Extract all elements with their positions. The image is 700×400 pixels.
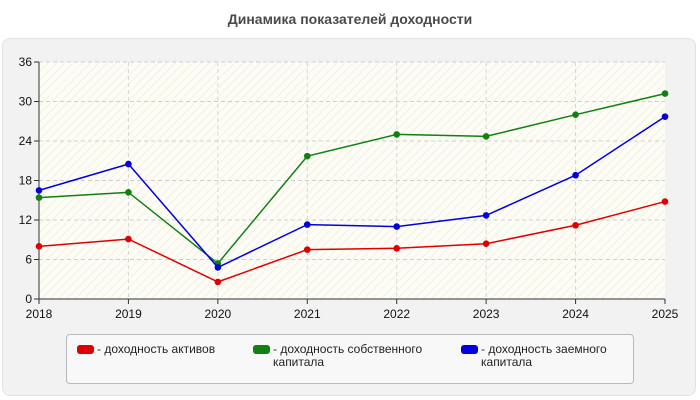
data-point-s2-2025 xyxy=(661,113,669,120)
y-tick-label: 6 xyxy=(25,253,32,267)
y-tick-label: 24 xyxy=(19,134,33,148)
legend-label-assets: - доходность активов xyxy=(97,342,216,356)
data-point-s2-2020 xyxy=(214,264,222,271)
data-point-s1-2021 xyxy=(303,152,311,160)
data-point-s0-2021 xyxy=(303,246,311,253)
data-point-s1-2024 xyxy=(572,111,579,118)
legend-item-assets: - доходность активов xyxy=(77,343,215,356)
x-tick-label: 2020 xyxy=(205,307,232,321)
x-tick-label: 2025 xyxy=(652,307,679,321)
data-point-s1-2022 xyxy=(393,131,401,138)
data-point-s0-2019 xyxy=(125,235,132,243)
y-tick-label: 12 xyxy=(19,213,33,227)
data-point-s1-2025 xyxy=(661,90,669,97)
data-point-s1-2023 xyxy=(482,133,490,140)
y-tick-label: 18 xyxy=(19,174,33,188)
data-point-s2-2023 xyxy=(482,212,490,219)
data-point-s0-2024 xyxy=(572,221,579,229)
x-tick-label: 2023 xyxy=(473,307,500,321)
legend-item-debt: - доходность заемного капитала xyxy=(461,343,607,369)
data-point-s2-2018 xyxy=(35,187,43,194)
data-point-s2-2021 xyxy=(303,221,311,228)
chart-legend: - доходность активов - доходность собств… xyxy=(66,334,634,384)
data-point-s0-2022 xyxy=(393,245,401,252)
legend-swatch-equity xyxy=(253,345,270,354)
legend-swatch-assets xyxy=(77,345,94,354)
series-line-1 xyxy=(38,92,666,265)
legend-label-equity: - доходность собственного капитала xyxy=(273,342,423,369)
data-point-s1-2018 xyxy=(35,194,43,201)
data-point-s2-2019 xyxy=(125,160,132,168)
x-tick-label: 2019 xyxy=(115,307,142,321)
data-point-s1-2019 xyxy=(125,189,132,196)
data-point-s0-2018 xyxy=(35,243,43,250)
series-line-2 xyxy=(38,116,666,269)
data-point-s2-2022 xyxy=(393,223,401,230)
y-tick-label: 0 xyxy=(25,292,32,306)
data-point-s0-2020 xyxy=(214,278,222,286)
x-tick-label: 2024 xyxy=(562,307,589,321)
x-tick-label: 2021 xyxy=(294,307,321,321)
legend-item-equity: - доходность собственного капитала xyxy=(253,343,422,369)
legend-swatch-debt xyxy=(461,345,478,354)
data-point-s2-2024 xyxy=(572,171,579,179)
series-line-0 xyxy=(38,200,666,283)
y-tick-label: 30 xyxy=(19,95,33,109)
y-tick-label: 36 xyxy=(19,55,33,69)
chart-title: Динамика показателей доходности xyxy=(227,11,473,27)
data-point-s0-2025 xyxy=(661,198,669,205)
x-tick-label: 2018 xyxy=(26,307,53,321)
x-tick-label: 2022 xyxy=(383,307,410,321)
data-point-s0-2023 xyxy=(482,240,490,247)
legend-label-debt: - доходность заемного капитала xyxy=(481,342,607,369)
